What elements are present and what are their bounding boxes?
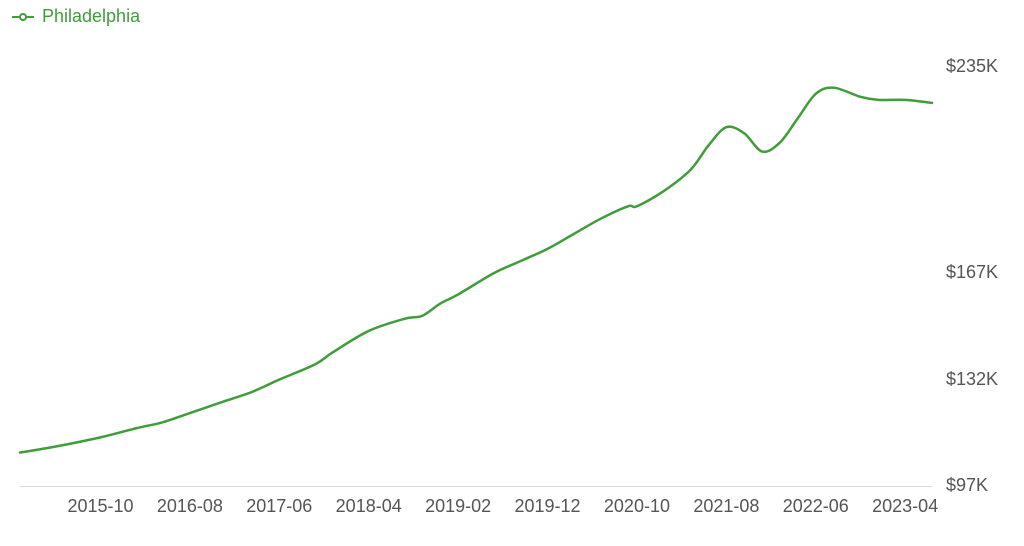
y-axis-tick: $132K [946, 369, 998, 390]
x-axis-tick: 2023-04 [872, 496, 938, 517]
legend-marker-icon [12, 10, 34, 24]
y-axis-tick: $235K [946, 56, 998, 77]
plot-area: $97K$132K$167K$235K2015-102016-082017-06… [20, 36, 932, 486]
x-axis-tick: 2022-06 [783, 496, 849, 517]
legend-dot-icon [19, 13, 27, 21]
x-axis-tick: 2019-02 [425, 496, 491, 517]
series-line [20, 88, 932, 453]
x-axis-tick: 2015-10 [67, 496, 133, 517]
x-axis-baseline [20, 486, 932, 487]
line-chart: Philadelphia $97K$132K$167K$235K2015-102… [0, 0, 1024, 546]
x-axis-tick: 2018-04 [336, 496, 402, 517]
x-axis-tick: 2017-06 [246, 496, 312, 517]
legend: Philadelphia [12, 6, 140, 27]
x-axis-tick: 2021-08 [693, 496, 759, 517]
x-axis-tick: 2016-08 [157, 496, 223, 517]
x-axis-tick: 2019-12 [514, 496, 580, 517]
y-axis-tick: $97K [946, 475, 988, 496]
series-svg [20, 36, 932, 486]
x-axis-tick: 2020-10 [604, 496, 670, 517]
y-axis-tick: $167K [946, 262, 998, 283]
legend-label: Philadelphia [42, 6, 140, 27]
